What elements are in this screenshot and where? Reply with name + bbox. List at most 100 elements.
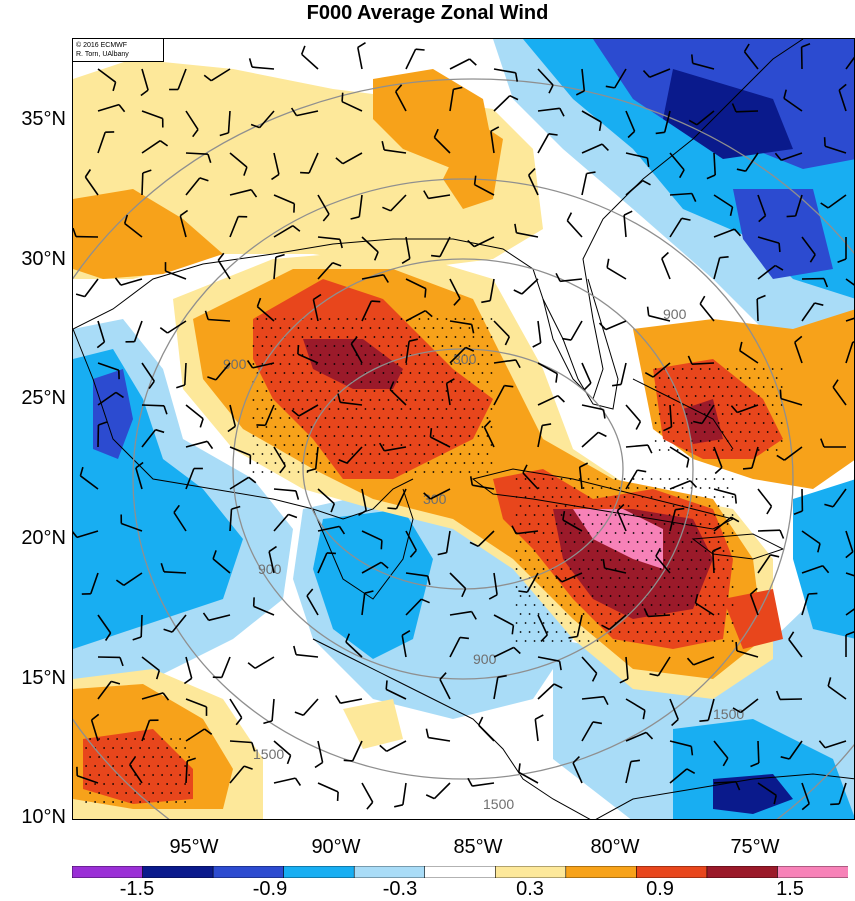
stipple-dot bbox=[592, 541, 594, 543]
stipple-dot bbox=[615, 478, 617, 480]
stipple-dot bbox=[262, 399, 264, 401]
stipple-dot bbox=[659, 413, 661, 415]
stipple-dot bbox=[588, 532, 590, 534]
stipple-dot bbox=[718, 541, 720, 543]
stipple-dot bbox=[727, 422, 729, 424]
stipple-dot bbox=[682, 613, 684, 615]
stipple-dot bbox=[289, 381, 291, 383]
stipple-dot bbox=[543, 568, 545, 570]
stipple-dot bbox=[388, 399, 390, 401]
stipple-dot bbox=[628, 541, 630, 543]
wind-barb-flag bbox=[426, 795, 434, 799]
stipple-dot bbox=[311, 372, 313, 374]
stipple-dot bbox=[356, 462, 358, 464]
stipple-dot bbox=[534, 496, 536, 498]
stipple-dot bbox=[696, 622, 698, 624]
stipple-dot bbox=[329, 354, 331, 356]
stipple-dot bbox=[574, 541, 576, 543]
wind-barb-flag bbox=[425, 289, 426, 298]
stipple-dot bbox=[673, 559, 675, 561]
stipple-dot bbox=[718, 404, 720, 406]
wind-barb-staff bbox=[479, 725, 494, 741]
stipple-dot bbox=[298, 381, 300, 383]
stipple-dot bbox=[157, 747, 159, 749]
stipple-dot bbox=[727, 404, 729, 406]
stipple-dot bbox=[655, 487, 657, 489]
wind-barb-staff bbox=[450, 59, 470, 69]
stipple-dot bbox=[601, 577, 603, 579]
stipple-dot bbox=[356, 408, 358, 410]
stipple-dot bbox=[597, 550, 599, 552]
stipple-dot bbox=[491, 462, 493, 464]
stipple-dot bbox=[460, 417, 462, 419]
stipple-dot bbox=[284, 408, 286, 410]
stipple-dot bbox=[561, 604, 563, 606]
wind-barb-flag bbox=[825, 137, 826, 146]
stipple-dot bbox=[179, 792, 181, 794]
stipple-dot bbox=[565, 613, 567, 615]
stipple-dot bbox=[347, 444, 349, 446]
stipple-dot bbox=[275, 336, 277, 338]
stipple-dot bbox=[601, 523, 603, 525]
stipple-dot bbox=[419, 372, 421, 374]
stipple-dot bbox=[325, 453, 327, 455]
stipple-dot bbox=[561, 478, 563, 480]
wind-barb-flag bbox=[288, 514, 297, 517]
stipple-dot bbox=[570, 568, 572, 570]
stipple-dot bbox=[705, 586, 707, 588]
florida-peninsula bbox=[543, 279, 618, 409]
stipple-dot bbox=[664, 386, 666, 388]
stipple-dot bbox=[763, 386, 765, 388]
stipple-dot bbox=[302, 336, 304, 338]
stipple-dot bbox=[696, 478, 698, 480]
stipple-dot bbox=[705, 550, 707, 552]
stipple-dot bbox=[687, 496, 689, 498]
stipple-dot bbox=[624, 586, 626, 588]
stipple-dot bbox=[731, 431, 733, 433]
stipple-dot bbox=[374, 372, 376, 374]
wind-barb-flag bbox=[699, 720, 708, 721]
stipple-dot bbox=[695, 413, 697, 415]
stipple-dot bbox=[352, 399, 354, 401]
stipple-dot bbox=[175, 783, 177, 785]
stipple-dot bbox=[262, 345, 264, 347]
stipple-dot bbox=[736, 368, 738, 370]
stipple-dot bbox=[343, 381, 345, 383]
stipple-dot bbox=[343, 471, 345, 473]
stipple-dot bbox=[700, 523, 702, 525]
stipple-dot bbox=[316, 345, 318, 347]
stipple-dot bbox=[356, 372, 358, 374]
stipple-dot bbox=[257, 354, 259, 356]
lat-label-10n: 10°N bbox=[0, 806, 66, 829]
stipple-dot bbox=[714, 640, 716, 642]
stipple-dot bbox=[289, 417, 291, 419]
stipple-dot bbox=[401, 390, 403, 392]
stipple-dot bbox=[588, 568, 590, 570]
stipple-dot bbox=[311, 444, 313, 446]
wind-barb-staff bbox=[582, 363, 591, 383]
wind-barb-flag bbox=[394, 805, 403, 807]
stipple-dot bbox=[664, 541, 666, 543]
wind-barb-flag bbox=[470, 59, 477, 65]
stipple-dot bbox=[592, 613, 594, 615]
wind-barb-flag bbox=[830, 804, 839, 805]
stipple-dot bbox=[682, 422, 684, 424]
stipple-dot bbox=[722, 449, 724, 451]
stipple-dot bbox=[565, 595, 567, 597]
stipple-dot bbox=[298, 453, 300, 455]
stipple-dot bbox=[673, 595, 675, 597]
wind-barb-flag bbox=[380, 745, 387, 751]
stipple-dot bbox=[460, 327, 462, 329]
stipple-dot bbox=[624, 568, 626, 570]
stipple-dot bbox=[529, 631, 531, 633]
stipple-dot bbox=[347, 408, 349, 410]
stipple-dot bbox=[714, 604, 716, 606]
stipple-dot bbox=[343, 435, 345, 437]
stipple-dot bbox=[709, 422, 711, 424]
stipple-dot bbox=[152, 756, 154, 758]
stipple-dot bbox=[121, 783, 123, 785]
stipple-dot bbox=[410, 372, 412, 374]
stipple-dot bbox=[547, 523, 549, 525]
stipple-dot bbox=[570, 586, 572, 588]
colorbar-label: -1.5 bbox=[120, 878, 154, 901]
